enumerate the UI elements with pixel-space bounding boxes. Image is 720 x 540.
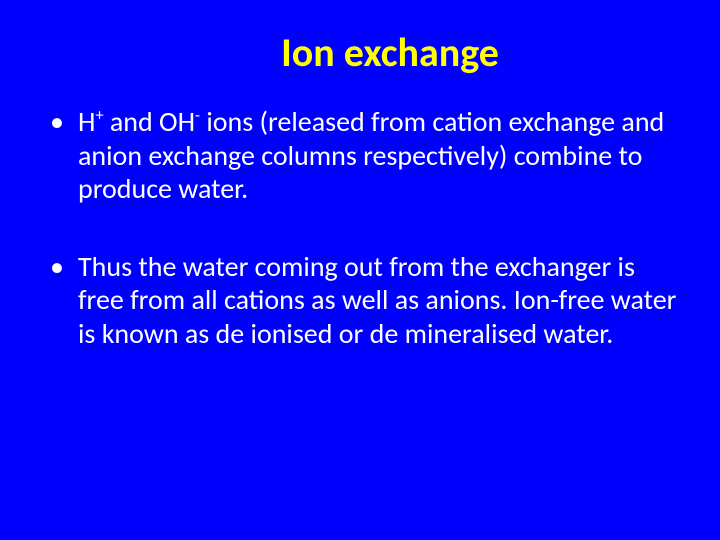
bullet-item: Thus the water coming out from the excha… [50, 250, 680, 351]
bullet-list: H+ and OH- ions (released from cation ex… [40, 105, 680, 351]
superscript: + [95, 107, 103, 126]
bullet-text: Thus the water coming out from the excha… [78, 249, 676, 351]
slide-title: Ion exchange [100, 28, 680, 77]
slide: Ion exchange H+ and OH- ions (released f… [0, 0, 720, 540]
bullet-text-part: H [78, 104, 95, 139]
bullet-item: H+ and OH- ions (released from cation ex… [50, 105, 680, 206]
bullet-text-part: and OH [104, 104, 195, 139]
